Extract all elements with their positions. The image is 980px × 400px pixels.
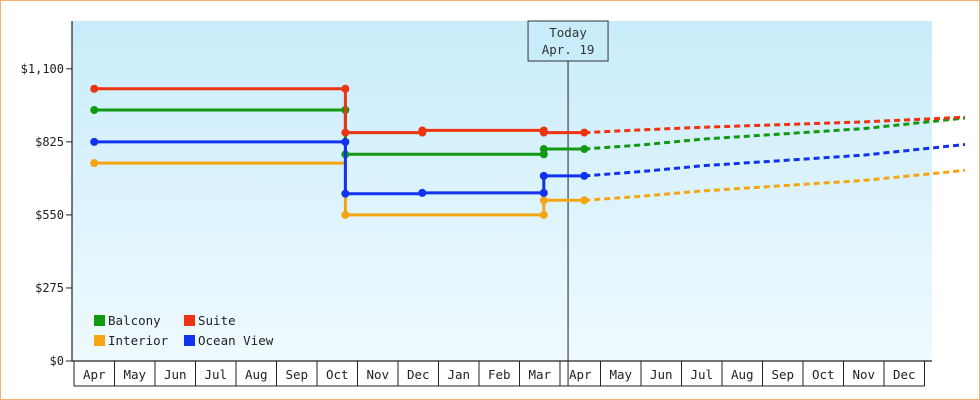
x-tick-label: Oct (812, 367, 835, 382)
data-point-balcony (90, 105, 99, 114)
series-line-balcony (94, 108, 585, 156)
x-tick-label: Aug (731, 367, 754, 382)
data-point-ocean-view (90, 137, 99, 146)
data-point-interior (580, 196, 589, 205)
data-point-suite (90, 84, 99, 93)
y-tick-label: $825 (35, 135, 64, 149)
legend-swatch-interior (94, 335, 105, 346)
data-point-balcony (580, 145, 589, 154)
data-point-suite (539, 128, 548, 137)
x-tick-label: Sep (285, 367, 308, 382)
data-point-interior (90, 159, 99, 168)
x-tick-label: Dec (893, 367, 916, 382)
x-tick-label: Jul (690, 367, 713, 382)
data-point-suite (341, 128, 350, 137)
data-point-balcony (539, 145, 548, 154)
x-tick-label: Oct (326, 367, 349, 382)
data-point-interior (341, 210, 350, 219)
y-tick-label: $1,100 (21, 62, 64, 76)
data-point-ocean-view (418, 188, 427, 197)
data-point-suite (341, 84, 350, 93)
y-tick-label: $275 (35, 281, 64, 295)
plot-background (72, 21, 932, 361)
data-point-ocean-view (341, 189, 350, 198)
x-tick-label: Apr (83, 367, 106, 382)
x-tick-label: Apr (569, 367, 592, 382)
today-label: Today (549, 25, 587, 40)
x-tick-label: Aug (245, 367, 268, 382)
legend-label-interior: Interior (108, 333, 169, 348)
x-tick-label: Jun (650, 367, 673, 382)
x-tick-label: Jun (164, 367, 187, 382)
y-tick-label: $550 (35, 208, 64, 222)
x-tick-label: Mar (528, 367, 551, 382)
legend-swatch-ocean-view (184, 335, 195, 346)
data-point-ocean-view (580, 171, 589, 180)
data-point-suite (418, 126, 427, 135)
x-tick-label: Nov (366, 367, 389, 382)
legend-label-balcony: Balcony (108, 313, 161, 328)
x-tick-label: Nov (852, 367, 875, 382)
x-tick-label: May (123, 367, 146, 382)
legend-label-ocean-view: Ocean View (198, 333, 274, 348)
series-line-interior (94, 161, 585, 217)
x-tick-label: Jul (204, 367, 227, 382)
x-tick-label: Sep (771, 367, 794, 382)
data-point-interior (539, 196, 548, 205)
x-tick-label: Jan (447, 367, 470, 382)
x-tick-label: Feb (488, 367, 511, 382)
legend-label-suite: Suite (198, 313, 236, 328)
x-tick-label: May (609, 367, 632, 382)
data-point-suite (580, 128, 589, 137)
legend-swatch-suite (184, 315, 195, 326)
data-point-ocean-view (341, 137, 350, 146)
today-box (527, 20, 609, 62)
x-tick-label: Dec (407, 367, 430, 382)
data-point-ocean-view (539, 188, 548, 197)
today-date: Apr. 19 (542, 42, 595, 57)
legend-swatch-balcony (94, 315, 105, 326)
data-point-interior (539, 210, 548, 219)
data-point-ocean-view (539, 171, 548, 180)
y-tick-label: $0 (50, 354, 64, 368)
